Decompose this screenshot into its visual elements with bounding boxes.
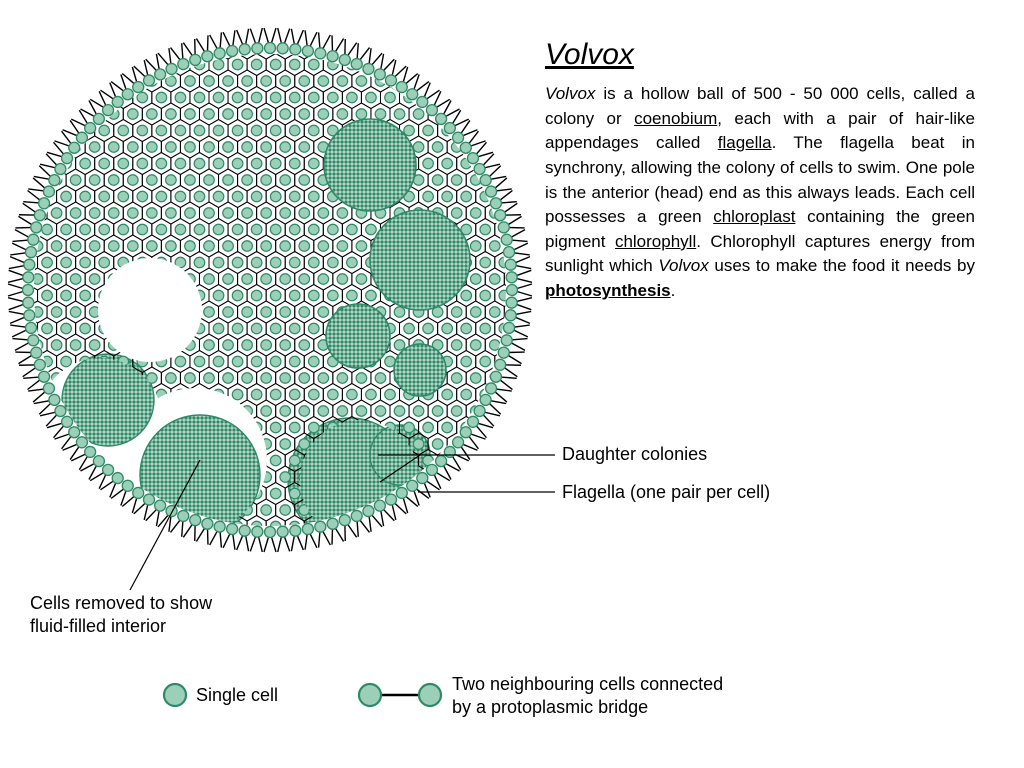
info-panel: Volvox Volvox is a hollow ball of 500 - … [545, 38, 975, 304]
legend-single-cell: Single cell [196, 685, 278, 706]
label-daughter-colonies: Daughter colonies [562, 444, 707, 465]
title: Volvox [545, 38, 975, 72]
description: Volvox is a hollow ball of 500 - 50 000 … [545, 82, 975, 304]
label-flagella: Flagella (one pair per cell) [562, 482, 770, 503]
label-cells-removed: Cells removed to show fluid-filled inter… [30, 592, 212, 637]
page-root: Volvox Volvox is a hollow ball of 500 - … [0, 0, 1024, 768]
legend-bridge: Two neighbouring cells connected by a pr… [452, 673, 723, 718]
